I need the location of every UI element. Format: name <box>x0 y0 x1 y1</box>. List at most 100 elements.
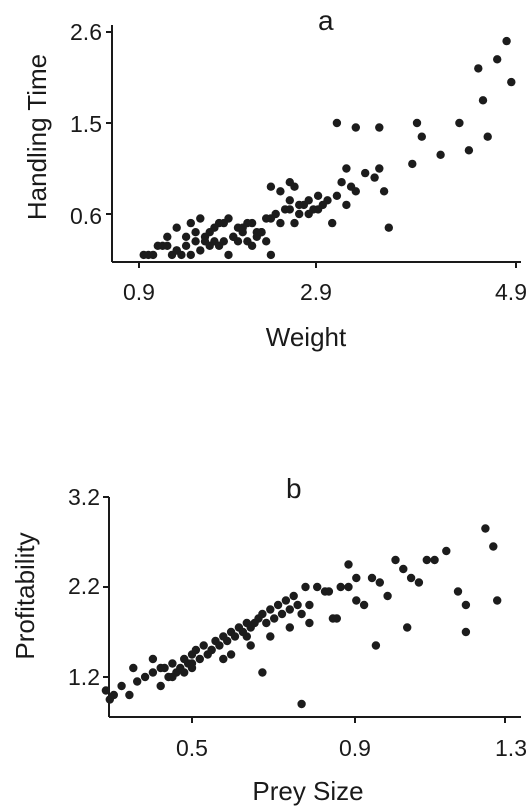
y-axis-title-a: Handling Time <box>22 54 52 220</box>
data-point <box>258 609 267 619</box>
data-point <box>163 232 172 241</box>
data-point <box>422 555 431 565</box>
data-point <box>301 582 310 592</box>
data-point <box>464 146 474 155</box>
data-point <box>406 573 416 583</box>
data-point <box>191 237 200 246</box>
data-point <box>187 659 197 668</box>
y-tick-label-b-0: 1.2 <box>68 664 100 690</box>
points-a <box>139 36 516 260</box>
y-axis-title-b: Profitability <box>10 532 40 659</box>
data-point <box>507 77 516 87</box>
data-point <box>489 542 498 551</box>
data-point <box>304 209 313 219</box>
data-point <box>313 205 323 214</box>
data-point <box>273 600 283 610</box>
y-tick-label-b-2: 3.2 <box>68 484 100 510</box>
data-point <box>352 573 361 583</box>
data-point <box>453 587 463 596</box>
data-point <box>414 578 424 587</box>
data-point <box>383 591 392 601</box>
data-point <box>129 663 138 673</box>
data-point <box>223 636 232 646</box>
data-point <box>352 596 361 605</box>
data-point <box>219 654 228 664</box>
data-point <box>226 650 236 659</box>
data-point <box>148 654 158 664</box>
data-point <box>285 196 294 205</box>
data-point <box>252 228 261 237</box>
data-point <box>191 228 200 237</box>
data-point <box>207 645 216 655</box>
data-point <box>359 600 369 610</box>
data-point <box>461 600 471 610</box>
data-point <box>168 659 177 668</box>
data-point <box>361 168 370 178</box>
data-point <box>351 187 360 196</box>
data-point <box>266 182 276 191</box>
data-point <box>186 250 195 260</box>
panel-label-a: a <box>318 5 334 36</box>
data-point <box>281 596 291 605</box>
data-point <box>342 164 351 173</box>
data-point <box>297 609 306 619</box>
data-point <box>247 241 257 250</box>
data-point <box>125 690 134 700</box>
data-point <box>403 623 412 632</box>
data-point <box>285 605 294 614</box>
data-point <box>186 218 195 228</box>
data-point <box>181 232 191 241</box>
data-point <box>180 668 189 677</box>
data-point <box>461 627 471 637</box>
data-point <box>246 641 255 650</box>
data-point <box>375 123 384 132</box>
data-point <box>332 614 341 623</box>
data-point <box>313 191 323 200</box>
data-point <box>160 663 169 673</box>
data-point <box>200 237 210 246</box>
x-axis-title-a: Weight <box>266 322 347 352</box>
panel-b: b Profitability Prey Size 1.2 2.2 3.2 0.… <box>10 473 527 806</box>
x-tick-label-b-1: 0.9 <box>339 735 371 761</box>
data-point <box>290 218 299 228</box>
data-point <box>379 187 389 196</box>
points-b <box>101 524 502 709</box>
data-point <box>196 246 205 255</box>
data-point <box>481 524 490 533</box>
data-point <box>277 609 287 619</box>
data-point <box>270 614 279 623</box>
x-tick-label-b-0: 0.5 <box>176 735 208 761</box>
data-point <box>455 118 464 128</box>
y-tick-label-b-1: 2.2 <box>68 573 100 599</box>
data-point <box>337 178 346 187</box>
data-point <box>233 223 243 232</box>
data-point <box>109 690 119 700</box>
data-point <box>156 681 165 691</box>
data-point <box>295 209 304 219</box>
data-point <box>163 241 172 250</box>
data-point <box>384 223 393 232</box>
data-point <box>262 237 271 246</box>
data-point <box>430 555 439 565</box>
panel-label-b: b <box>286 473 302 504</box>
data-point <box>324 587 334 596</box>
data-point <box>258 668 267 677</box>
data-point <box>117 681 126 691</box>
data-point <box>305 600 314 610</box>
data-point <box>172 223 181 232</box>
data-point <box>293 600 302 610</box>
data-point <box>408 159 417 169</box>
data-point <box>442 546 451 556</box>
data-point <box>285 623 294 632</box>
data-point <box>266 605 275 614</box>
x-tick-label-a-0: 0.9 <box>123 279 155 305</box>
data-point <box>493 55 502 64</box>
data-point <box>276 187 285 196</box>
data-point <box>219 237 228 246</box>
data-point <box>351 123 360 132</box>
data-point <box>332 191 342 200</box>
data-point <box>168 672 177 682</box>
data-point <box>140 672 150 682</box>
data-point <box>214 218 224 228</box>
data-point <box>215 641 224 650</box>
